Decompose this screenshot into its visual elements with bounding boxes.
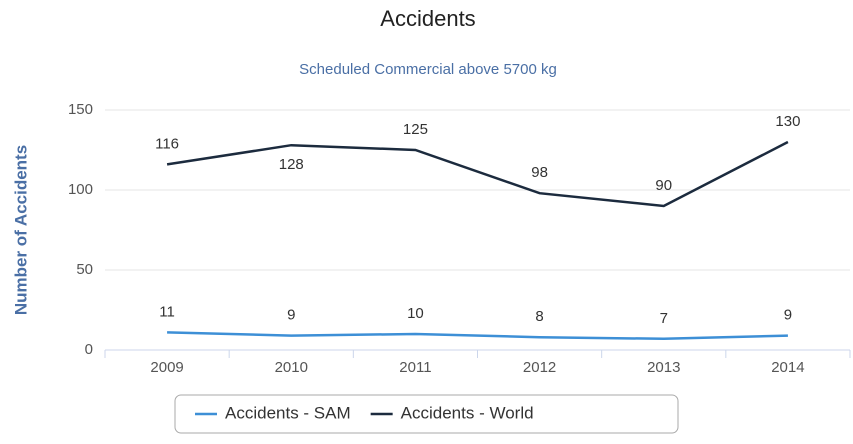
series-line — [167, 331, 788, 341]
series-line — [166, 140, 789, 208]
x-tick-label: 2009 — [150, 359, 183, 376]
y-axis-label: Number of Accidents — [11, 145, 30, 315]
data-label: 11 — [159, 303, 175, 320]
legend-box — [174, 394, 679, 434]
y-tick-label: 0 — [85, 341, 93, 358]
legend-label: Accidents - World — [401, 403, 534, 422]
data-label: 116 — [155, 135, 179, 152]
x-tick-label: 2010 — [275, 359, 308, 376]
data-label: 8 — [535, 308, 543, 325]
x-tick-label: 2014 — [771, 359, 804, 376]
y-tick-label: 100 — [68, 181, 93, 198]
x-tick-label: 2013 — [647, 359, 680, 376]
data-label: 9 — [287, 307, 295, 324]
data-label: 130 — [775, 113, 800, 130]
y-tick-label: 150 — [68, 101, 93, 118]
data-label: 90 — [655, 177, 672, 194]
chart-title: Accidents — [380, 6, 475, 31]
data-label: 98 — [531, 164, 548, 181]
y-tick-label: 50 — [76, 261, 93, 278]
data-label: 7 — [660, 310, 668, 327]
x-tick-label: 2012 — [523, 359, 556, 376]
data-label: 125 — [403, 121, 428, 138]
legend-label: Accidents - SAM — [225, 403, 351, 422]
data-label: 10 — [407, 305, 424, 322]
chart-subtitle: Scheduled Commercial above 5700 kg — [299, 61, 557, 78]
data-label: 128 — [279, 156, 304, 173]
x-tick-label: 2011 — [399, 359, 431, 376]
data-label: 9 — [784, 307, 792, 324]
